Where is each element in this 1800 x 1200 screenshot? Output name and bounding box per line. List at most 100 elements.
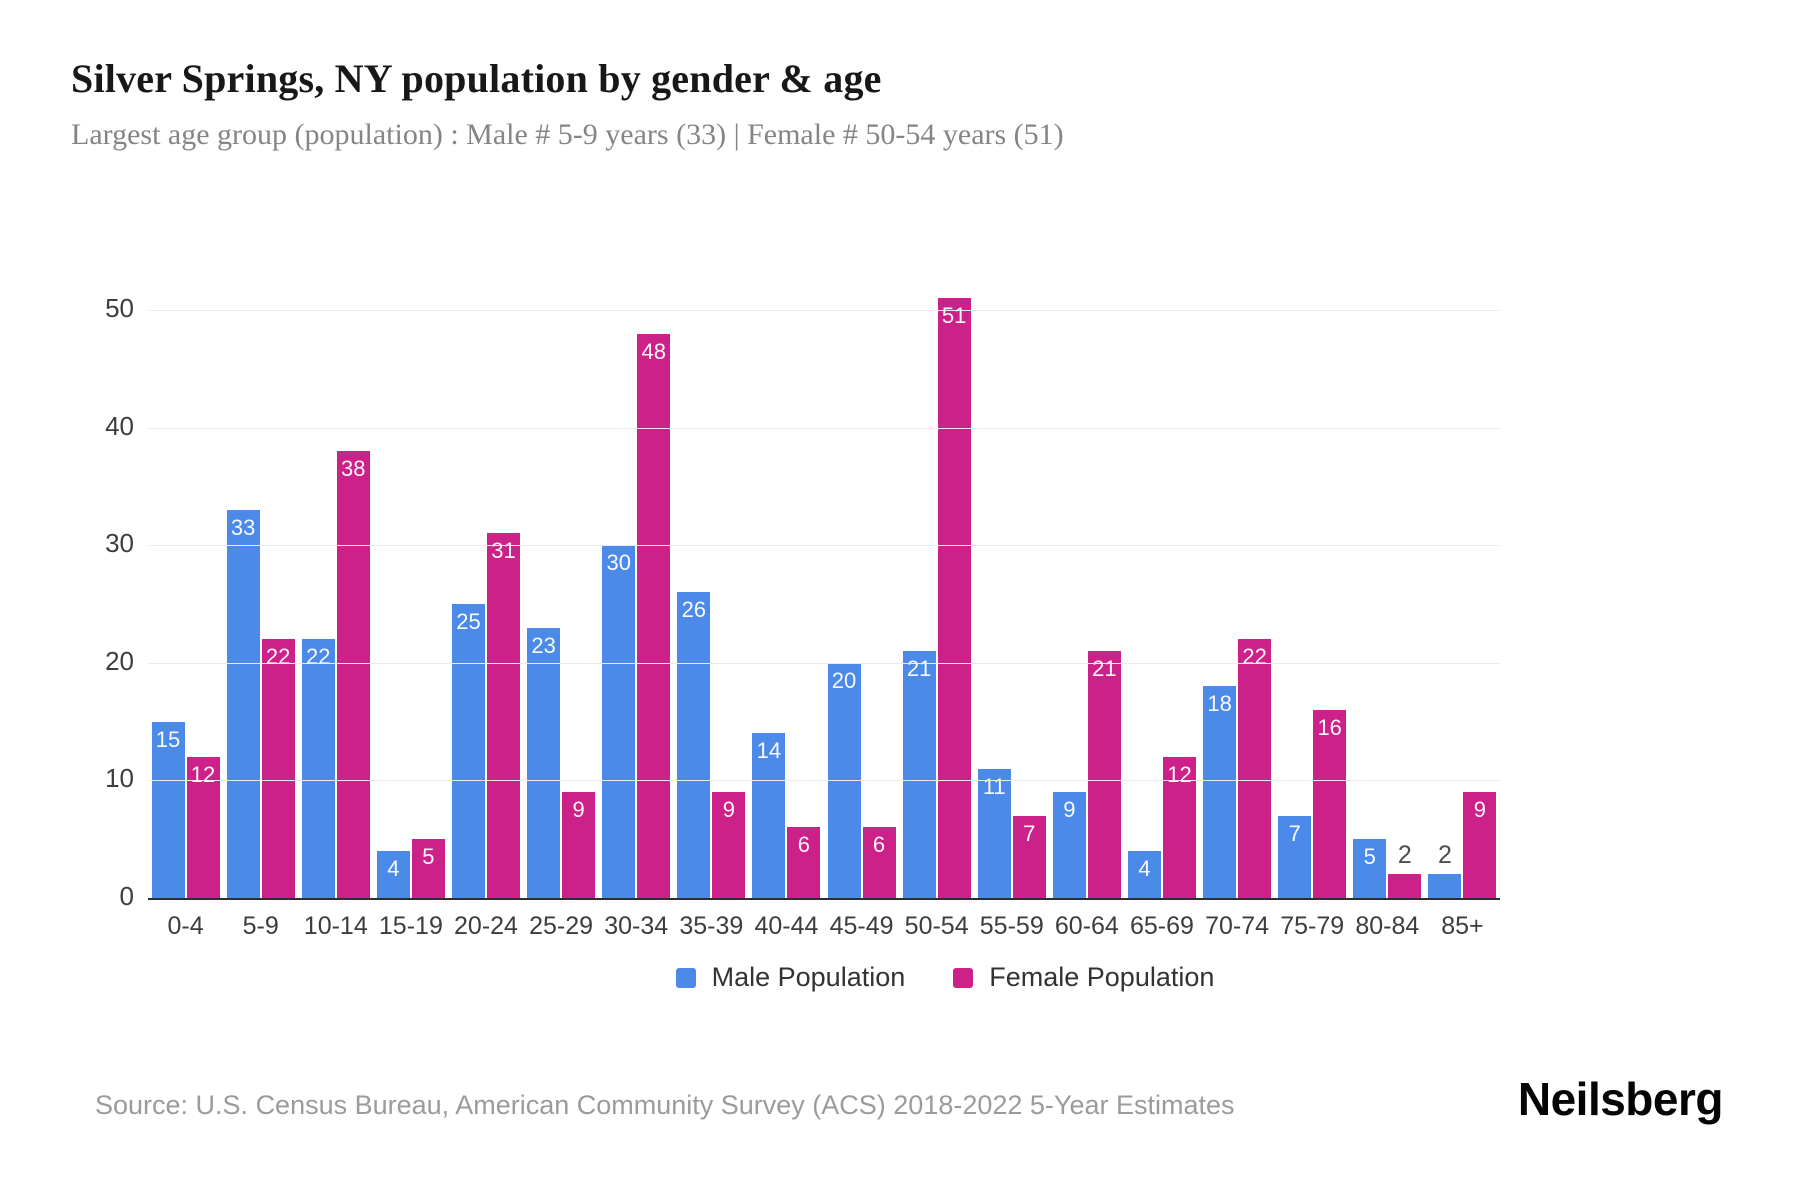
gridline-y-30 — [148, 545, 1500, 547]
bar-value-label: 25 — [456, 609, 481, 634]
source-note: Source: U.S. Census Bureau, American Com… — [95, 1090, 1235, 1120]
y-tick-label-10: 10 — [105, 763, 134, 794]
legend-label-male: Male Population — [711, 962, 906, 992]
x-tick-label-85+: 85+ — [1441, 912, 1484, 940]
x-tick-label-0-4: 0-4 — [167, 912, 204, 940]
bar-value-label: 2 — [1397, 841, 1412, 870]
legend-item-male: Male Population — [675, 962, 906, 993]
bar-male-55-59: 11 — [977, 768, 1011, 898]
bar-group-70-74: 18 22 — [1200, 312, 1275, 898]
bar-female-20-24: 31 — [486, 533, 520, 898]
x-tick-label-65-69: 65-69 — [1130, 912, 1194, 940]
plot-area: 15 12 33 22 22 38 4 5 25 31 23 9 30 48 26 9 14 6 20 6 21 51 11… — [105, 293, 1500, 911]
x-tick-label-15-19: 15-19 — [378, 912, 443, 940]
bar-value-label: 16 — [1317, 714, 1342, 740]
y-tick-label-0: 0 — [119, 881, 134, 911]
legend-item-female: Female Population — [953, 962, 1214, 993]
bar-male-80-84: 5 — [1353, 839, 1387, 898]
x-tick-label-10-14: 10-14 — [303, 912, 368, 940]
bar-value-label: 22 — [1242, 644, 1267, 670]
bar-value-label: 14 — [756, 738, 782, 764]
legend-label-female: Female Population — [989, 962, 1215, 992]
bar-male-65-69: 4 — [1127, 850, 1161, 898]
bar-male-25-29: 23 — [527, 627, 561, 898]
bar-female-30-34: 48 — [637, 333, 671, 898]
x-tick-label-80-84: 80-84 — [1355, 912, 1420, 940]
gridline-y-50 — [148, 310, 1500, 311]
bar-group-65-69: 4 12 — [1124, 312, 1199, 898]
y-tick-label-20: 20 — [105, 645, 134, 676]
bar-value-label: 4 — [1138, 855, 1151, 881]
bar-value-label: 21 — [906, 656, 932, 682]
bar-female-55-59: 7 — [1012, 815, 1046, 898]
bar-male-10-14: 22 — [301, 639, 335, 898]
bar-value-label: 9 — [1473, 797, 1487, 823]
bar-male-5-9: 33 — [226, 509, 260, 898]
bar-female-40-44: 6 — [787, 827, 821, 898]
female-series-swatch — [953, 967, 974, 988]
bar-value-label: 31 — [491, 538, 516, 564]
x-tick-label-60-64: 60-64 — [1054, 912, 1119, 940]
bar-female-25-29: 9 — [562, 792, 596, 898]
bar-group-35-39: 26 9 — [674, 312, 749, 898]
bar-value-label: 11 — [982, 773, 1006, 799]
bar-value-label: 22 — [306, 644, 331, 670]
bar-male-70-74: 18 — [1203, 686, 1237, 898]
male-series-swatch — [675, 967, 696, 988]
bars-row: 15 12 33 22 22 38 4 5 25 31 23 9 30 48 26 9 14 6 20 6 21 51 11… — [148, 298, 1500, 898]
bar-group-0-4: 15 12 — [148, 312, 223, 898]
bar-value-label: 15 — [155, 726, 181, 752]
bar-female-5-9: 22 — [261, 639, 295, 898]
bar-group-25-29: 23 9 — [524, 312, 599, 898]
bar-female-35-39: 9 — [712, 792, 746, 898]
bar-group-40-44: 14 6 — [749, 312, 824, 898]
bar-female-85+: 9 — [1463, 792, 1497, 898]
x-axis-labels: 0-4 5-9 10-14 15-19 20-24 25-29 30-34 35-39 40-4… — [148, 912, 1500, 941]
bar-female-75-79: 16 — [1313, 709, 1347, 898]
x-tick-label-5-9: 5-9 — [242, 912, 279, 940]
bar-female-70-74: 22 — [1238, 639, 1272, 898]
bar-group-55-59: 11 7 — [974, 312, 1049, 898]
bar-group-20-24: 25 31 — [448, 312, 523, 898]
chart-title: Silver Springs, NY population by gender … — [71, 56, 882, 101]
bar-value-label: 9 — [722, 797, 735, 823]
y-tick-label-40: 40 — [105, 410, 134, 441]
x-tick-label-35-39: 35-39 — [679, 912, 744, 940]
bar-value-label: 30 — [606, 550, 631, 576]
x-tick-label-45-49: 45-49 — [829, 912, 894, 940]
x-tick-label-55-59: 55-59 — [979, 912, 1044, 940]
bar-male-40-44: 14 — [752, 733, 786, 898]
gridline-y-10 — [148, 780, 1500, 782]
bar-value-label: 5 — [1363, 844, 1376, 870]
bar-female-45-49: 6 — [862, 827, 896, 898]
bar-male-30-34: 30 — [602, 545, 636, 898]
bar-value-label: 5 — [422, 844, 435, 870]
bar-group-75-79: 7 16 — [1275, 312, 1350, 898]
bar-value-label: 33 — [230, 514, 256, 540]
bar-value-label: 22 — [265, 644, 291, 670]
bar-female-60-64: 21 — [1087, 651, 1121, 898]
bar-value-label: 23 — [531, 632, 556, 658]
bar-value-label: 26 — [681, 597, 707, 623]
bar-group-30-34: 30 48 — [599, 312, 674, 898]
bar-value-label: 20 — [831, 667, 857, 693]
bar-value-label: 51 — [941, 303, 967, 329]
bar-female-15-19: 5 — [411, 839, 445, 898]
x-tick-label-25-29: 25-29 — [529, 912, 594, 940]
bar-value-label: 12 — [190, 761, 216, 787]
x-tick-label-40-44: 40-44 — [754, 912, 819, 940]
bar-value-label: 2 — [1437, 841, 1452, 870]
bar-group-60-64: 9 21 — [1049, 312, 1124, 898]
y-tick-label-50: 50 — [105, 293, 134, 323]
bar-male-20-24: 25 — [451, 604, 485, 898]
bar-group-10-14: 22 38 — [298, 312, 373, 898]
bar-female-65-69: 12 — [1162, 756, 1196, 898]
bar-male-85+: 2 — [1428, 841, 1462, 898]
bar-group-50-54: 21 51 — [899, 298, 974, 898]
x-tick-label-75-79: 75-79 — [1280, 912, 1345, 940]
bar-male-0-4: 15 — [151, 721, 185, 898]
